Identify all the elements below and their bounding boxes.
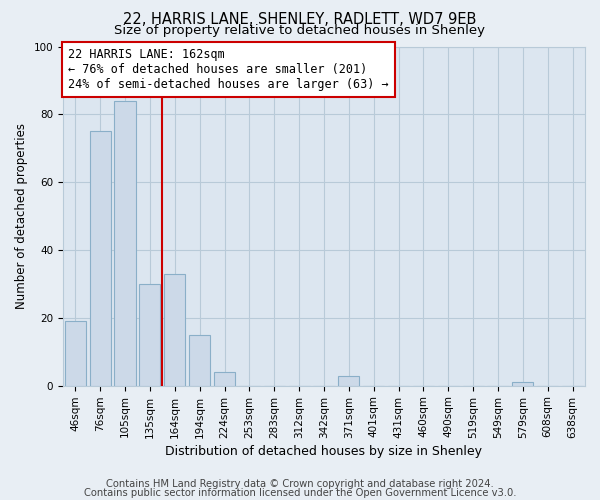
Text: Contains HM Land Registry data © Crown copyright and database right 2024.: Contains HM Land Registry data © Crown c…: [106, 479, 494, 489]
Text: Contains public sector information licensed under the Open Government Licence v3: Contains public sector information licen…: [84, 488, 516, 498]
Bar: [115, 101, 136, 386]
X-axis label: Distribution of detached houses by size in Shenley: Distribution of detached houses by size …: [166, 444, 482, 458]
Bar: [89, 132, 111, 386]
Y-axis label: Number of detached properties: Number of detached properties: [15, 123, 28, 309]
Bar: [338, 376, 359, 386]
Bar: [214, 372, 235, 386]
Bar: [189, 335, 210, 386]
Text: 22 HARRIS LANE: 162sqm
← 76% of detached houses are smaller (201)
24% of semi-de: 22 HARRIS LANE: 162sqm ← 76% of detached…: [68, 48, 389, 91]
Text: Size of property relative to detached houses in Shenley: Size of property relative to detached ho…: [115, 24, 485, 37]
Bar: [65, 322, 86, 386]
Bar: [164, 274, 185, 386]
Text: 22, HARRIS LANE, SHENLEY, RADLETT, WD7 9EB: 22, HARRIS LANE, SHENLEY, RADLETT, WD7 9…: [124, 12, 476, 28]
Bar: [139, 284, 160, 386]
Bar: [512, 382, 533, 386]
